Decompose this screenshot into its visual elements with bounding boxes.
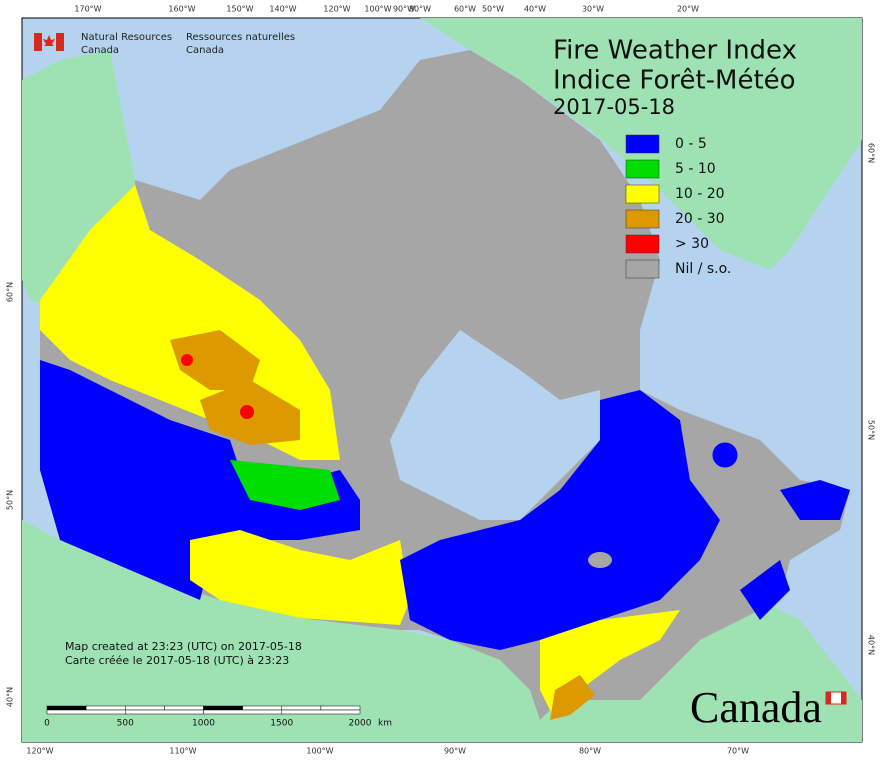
scale-bar: 0 500 1000 1500 2000 km <box>44 705 392 729</box>
longitude-label: 160°W <box>168 5 195 14</box>
fwi-10-20-prairie <box>190 530 410 625</box>
fwi-0-5-west <box>40 360 360 600</box>
longitude-label: 170°W <box>74 5 101 14</box>
legend-label: 0 - 5 <box>675 136 707 152</box>
longitude-label: 40°W <box>524 5 546 14</box>
scale-label: 1000 <box>192 719 215 729</box>
agency-en: Canada <box>81 45 119 56</box>
longitude-label: 100°W <box>364 5 391 14</box>
scale-unit: km <box>378 719 392 729</box>
legend-swatch <box>625 259 660 279</box>
latitude-label: 50°N <box>867 420 876 440</box>
scale-segment <box>46 705 87 711</box>
longitude-label: 70°W <box>727 747 749 756</box>
scale-segment <box>46 709 126 715</box>
scale-segment <box>125 709 204 715</box>
fwi-0-5-newfoundland <box>780 480 850 520</box>
longitude-label: 80°W <box>409 5 431 14</box>
hudson-bay <box>390 330 600 520</box>
legend-label: > 30 <box>675 236 709 252</box>
maple-leaf <box>43 35 55 50</box>
legend-swatch <box>625 159 660 179</box>
agency-fr: Ressources naturelles <box>186 32 295 43</box>
legend-swatch <box>625 134 660 154</box>
scale-segment <box>320 705 361 711</box>
longitude-label: 110°W <box>169 747 196 756</box>
scale-segment <box>125 705 165 711</box>
fwi-0-5-east <box>400 390 720 650</box>
latitude-label: 40°N <box>867 635 876 655</box>
graticule-labels: 170°W 160°W 150°W 140°W 120°W 100°W 90°W80°W 60… <box>6 5 876 756</box>
title-date: 2017-05-18 <box>553 95 675 119</box>
longitude-label: 120°W <box>26 747 53 756</box>
title-en: Fire Weather Index <box>553 36 797 66</box>
footer-fr: Carte créée le 2017-05-18 (UTC) à 23:23 <box>65 654 289 667</box>
scale-label: 1500 <box>270 719 293 729</box>
fwi-5-10 <box>230 460 340 510</box>
no-data-patch <box>588 552 612 568</box>
flag-band <box>841 692 846 704</box>
flag-band <box>34 33 42 51</box>
scale-segment <box>203 709 282 715</box>
longitude-label: 80°W <box>579 747 601 756</box>
title-fr: Indice Forêt-Météo <box>553 66 796 96</box>
canada-wordmark: Canada <box>690 683 822 732</box>
flag-band <box>56 33 64 51</box>
longitude-label: 120°W <box>323 5 350 14</box>
longitude-label: 140°W <box>269 5 296 14</box>
scale-label: 2000 <box>349 719 372 729</box>
scale-segment <box>85 705 126 711</box>
scale-segment <box>203 705 243 711</box>
flag-band <box>826 692 831 704</box>
longitude-label: 30°W <box>582 5 604 14</box>
longitude-label: 20°W <box>677 5 699 14</box>
longitude-label: 150°W <box>226 5 253 14</box>
latitude-label: 60°N <box>867 143 876 163</box>
legend: 0 - 5 5 - 10 10 - 20 20 - 30 > 30 Nil / s.o. <box>625 134 731 279</box>
latitude-label: 40°N <box>6 687 15 707</box>
agency-en: Natural Resources <box>81 32 172 43</box>
scale-segment <box>164 705 204 711</box>
fwi-20-30-south <box>550 675 595 720</box>
fwi-over-30 <box>181 354 193 366</box>
longitude-label: 100°W <box>306 747 333 756</box>
nrcan-header: Natural Resources Canada Ressources natu… <box>34 32 295 56</box>
lake-patch <box>711 441 739 469</box>
legend-swatch <box>625 184 660 204</box>
latitude-label: 50°N <box>6 490 15 510</box>
scale-label: 0 <box>44 719 50 729</box>
legend-label: 10 - 20 <box>675 186 725 202</box>
legend-label: 20 - 30 <box>675 211 725 227</box>
scale-label: 500 <box>117 719 134 729</box>
legend-label: Nil / s.o. <box>675 261 731 277</box>
agency-fr: Canada <box>186 45 224 56</box>
longitude-label: 50°W <box>482 5 504 14</box>
legend-label: 5 - 10 <box>675 161 716 177</box>
latitude-label: 60°N <box>6 282 15 302</box>
scale-segment <box>281 705 322 711</box>
fwi-over-30 <box>240 405 254 419</box>
longitude-label: 90°W <box>393 5 415 14</box>
fwi-0-5-maritimes <box>740 560 790 620</box>
legend-swatch <box>625 234 660 254</box>
legend-swatch <box>625 209 660 229</box>
footer-en: Map created at 23:23 (UTC) on 2017-05-18 <box>65 640 302 653</box>
longitude-label: 60°W <box>454 5 476 14</box>
map-frame <box>21 17 863 743</box>
scale-segment <box>281 709 361 715</box>
longitude-label: 90°W <box>444 747 466 756</box>
scale-segment <box>242 705 282 711</box>
fwi-20-30-north <box>170 330 260 390</box>
